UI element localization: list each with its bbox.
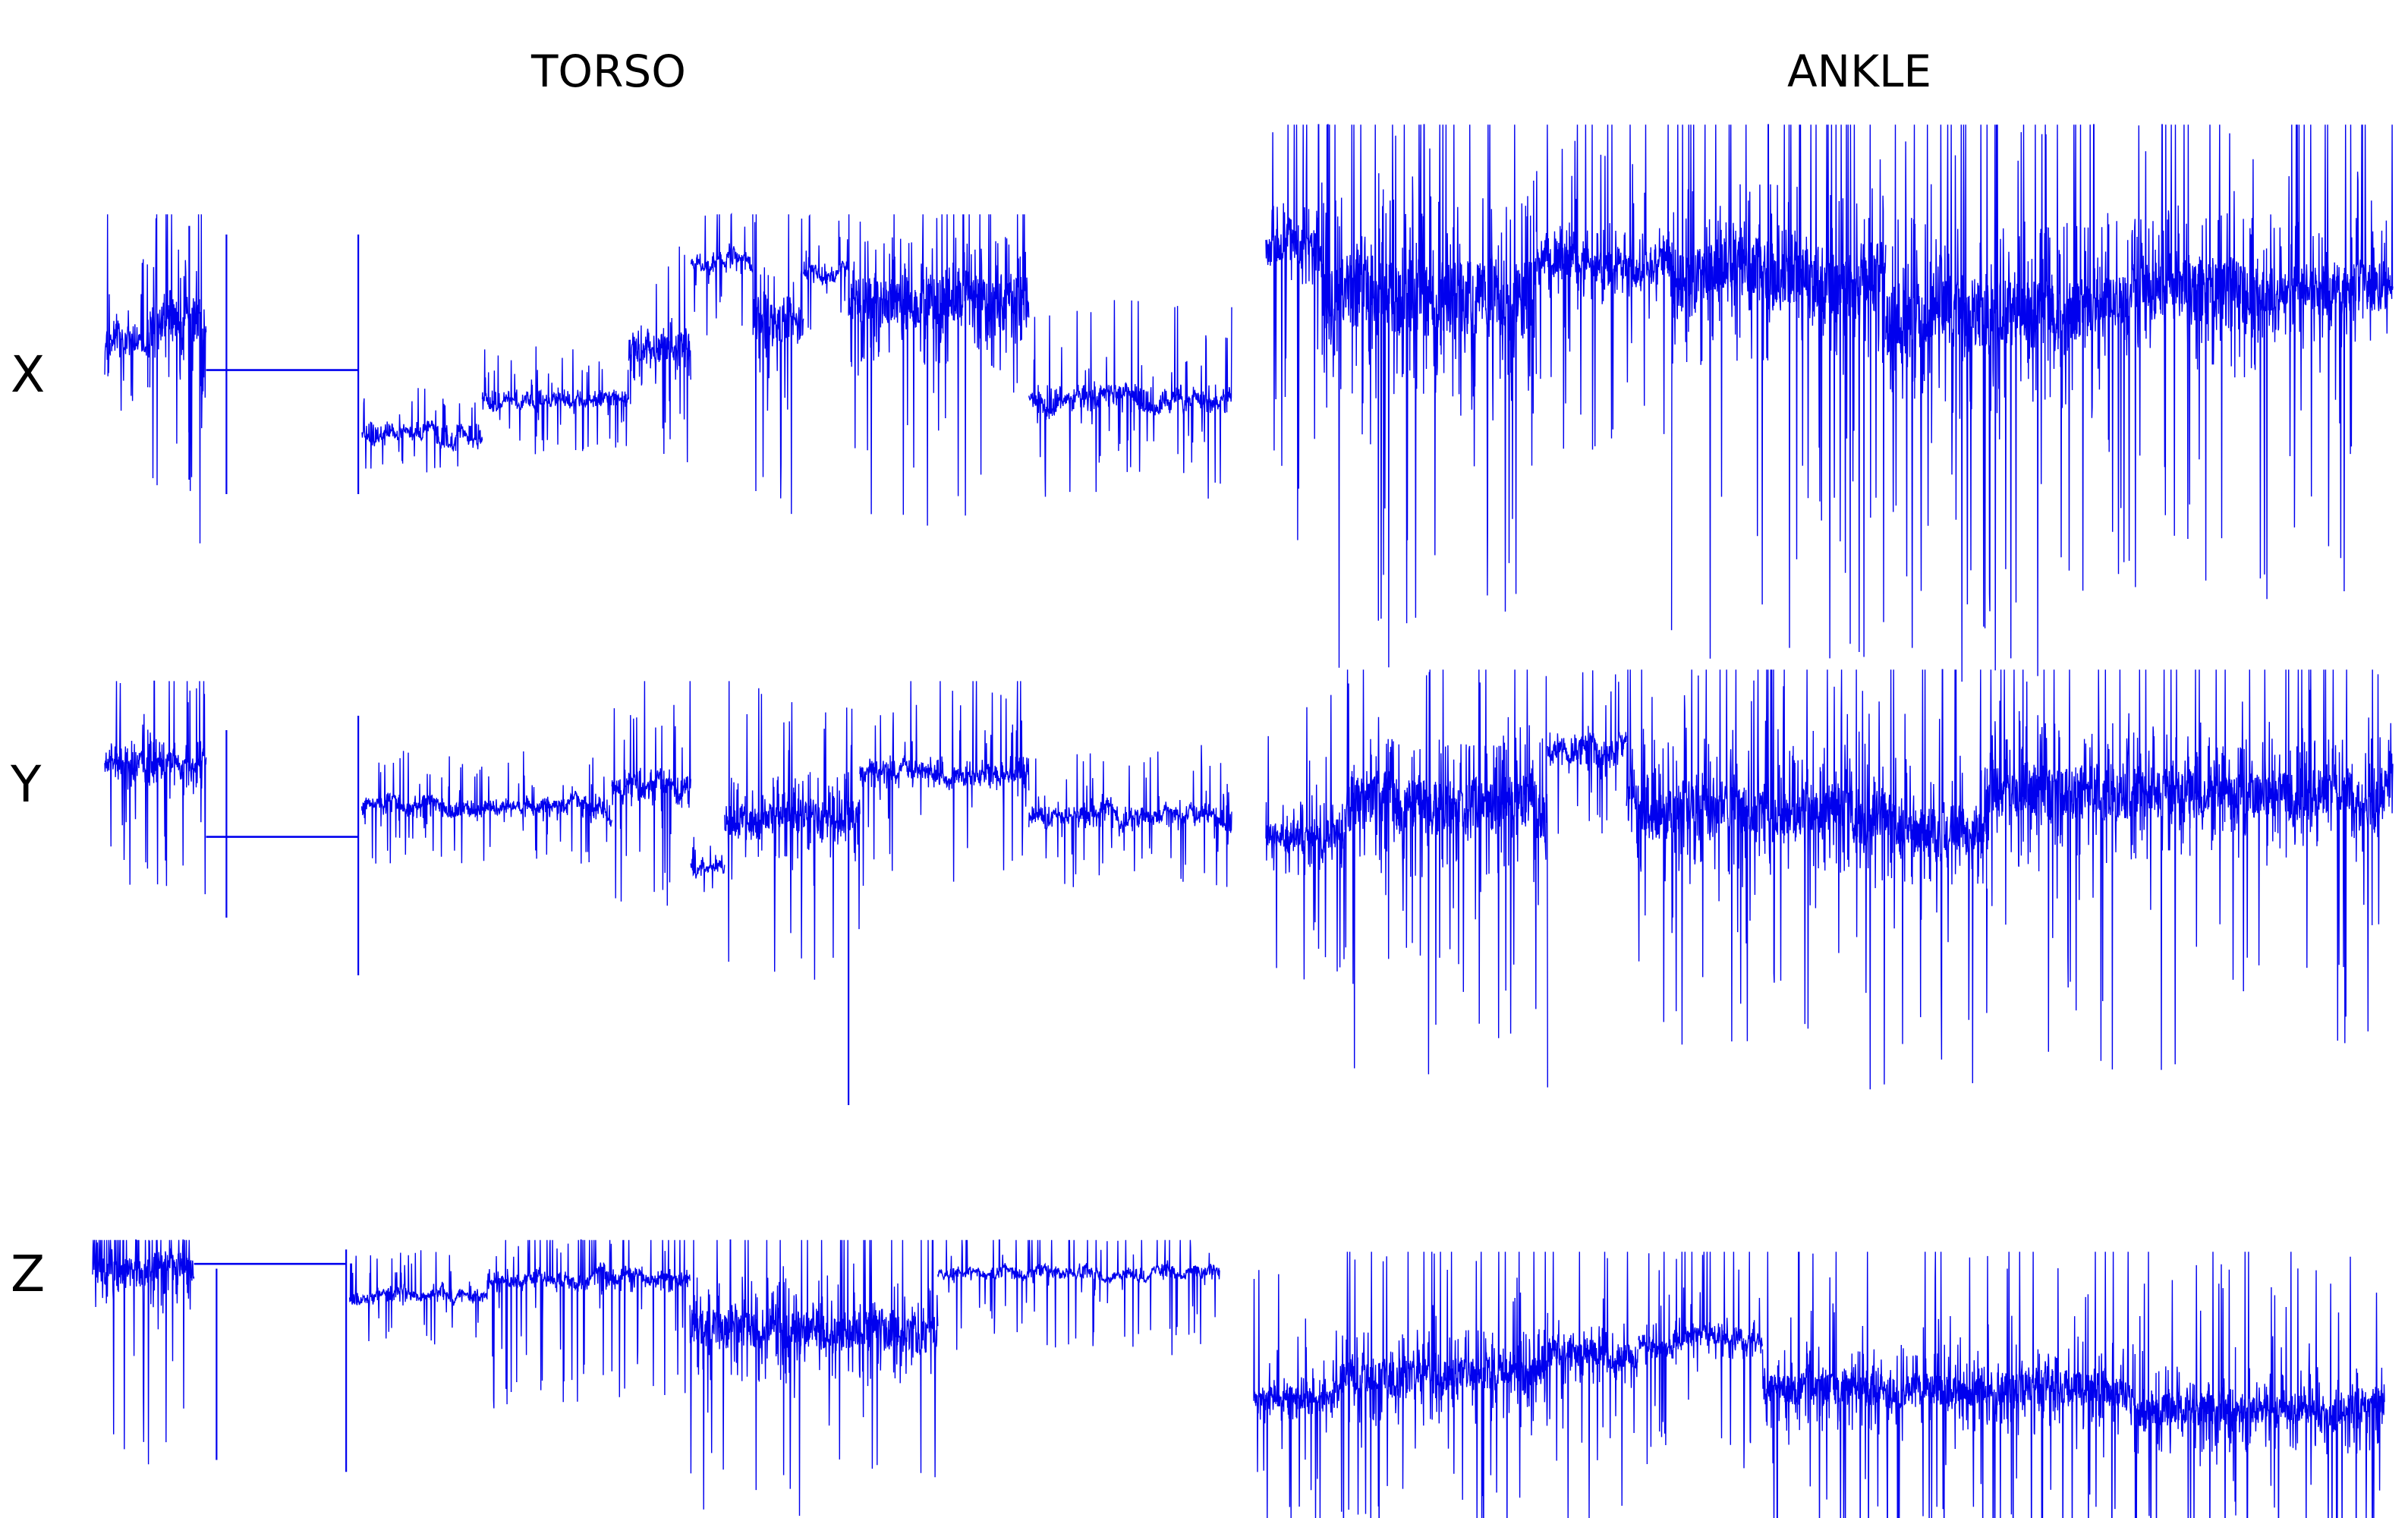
signal-trace-segment bbox=[1265, 694, 1346, 980]
signal-trace-segment bbox=[149, 214, 207, 543]
signal-trace-segment bbox=[690, 836, 726, 893]
signal-trace-segment bbox=[724, 681, 861, 980]
signal-trace-segment bbox=[1028, 300, 1232, 499]
signal-trace-segment bbox=[486, 1239, 691, 1409]
signal-trace-segment bbox=[109, 259, 151, 411]
signal-trace-segment bbox=[689, 1239, 939, 1516]
signal-trace-segment bbox=[1253, 1270, 1333, 1518]
signal-trace-segment bbox=[2189, 669, 2394, 1044]
signal-trace-segment bbox=[481, 346, 630, 455]
signal-torso-x bbox=[104, 213, 1232, 543]
signal-trace-segment bbox=[1626, 669, 1852, 1045]
signal-trace-segment bbox=[1885, 124, 2101, 682]
signal-ankle-z bbox=[1253, 1252, 2385, 1518]
signal-trace-segment bbox=[1547, 1252, 1638, 1518]
signal-trace-segment bbox=[348, 1250, 488, 1345]
signal-torso-y bbox=[104, 680, 1232, 1105]
signal-trace-segment bbox=[104, 214, 112, 376]
signal-trace-segment bbox=[752, 214, 804, 515]
torso-column-title: TORSO bbox=[531, 46, 686, 97]
signal-trace-segment bbox=[1265, 124, 1323, 540]
ankle-column-title: ANKLE bbox=[1787, 46, 1932, 97]
signal-trace-segment bbox=[1332, 1252, 1549, 1518]
signal-trace-segment bbox=[1670, 124, 1887, 659]
signal-ankle-y bbox=[1265, 669, 2394, 1090]
signal-ankle-x bbox=[1265, 124, 2394, 682]
signal-trace-segment bbox=[611, 681, 691, 906]
signal-trace-segment bbox=[1028, 745, 1232, 887]
signal-trace-segment bbox=[1547, 670, 1627, 834]
signal-trace-segment bbox=[1321, 124, 1538, 668]
signal-trace-segment bbox=[2099, 124, 2258, 587]
x-axis-row-label: X bbox=[11, 345, 46, 404]
signal-trace-segment bbox=[360, 751, 612, 864]
signal-trace-segment bbox=[1344, 669, 1548, 1088]
signal-trace-segment bbox=[1761, 1252, 1956, 1518]
signal-trace-segment bbox=[859, 681, 1030, 887]
signal-trace-segment bbox=[2135, 1252, 2385, 1518]
signal-trace-segment bbox=[1638, 1252, 1764, 1469]
signal-trace-segment bbox=[803, 214, 849, 330]
z-axis-row-label: Z bbox=[11, 1245, 46, 1303]
signal-trace-segment bbox=[2257, 124, 2394, 600]
signal-trace-segment bbox=[690, 213, 754, 335]
y-axis-row-label: Y bbox=[11, 755, 42, 814]
signal-trace-segment bbox=[628, 246, 691, 463]
signal-trace-segment bbox=[92, 1239, 195, 1465]
signal-trace-segment bbox=[1851, 669, 1988, 1090]
signal-trace-segment bbox=[1986, 669, 2191, 1070]
signal-trace-segment bbox=[937, 1239, 1220, 1356]
signal-trace-segment bbox=[1954, 1252, 2136, 1518]
signal-torso-z bbox=[92, 1239, 1220, 1516]
signal-trace-segment bbox=[1535, 124, 1673, 450]
signal-trace-segment bbox=[104, 680, 207, 895]
signal-trace-segment bbox=[848, 214, 1030, 526]
signal-trace-segment bbox=[361, 388, 483, 473]
